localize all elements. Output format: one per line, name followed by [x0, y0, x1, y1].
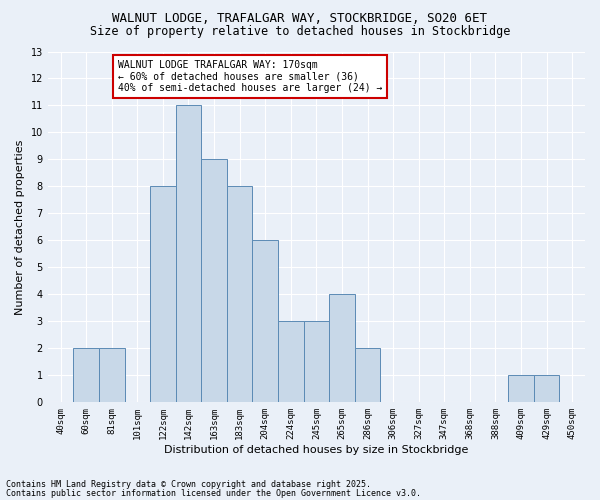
- Text: WALNUT LODGE TRAFALGAR WAY: 170sqm
← 60% of detached houses are smaller (36)
40%: WALNUT LODGE TRAFALGAR WAY: 170sqm ← 60%…: [118, 60, 382, 94]
- Text: WALNUT LODGE, TRAFALGAR WAY, STOCKBRIDGE, SO20 6ET: WALNUT LODGE, TRAFALGAR WAY, STOCKBRIDGE…: [113, 12, 487, 26]
- Bar: [304, 322, 329, 402]
- Bar: [201, 160, 227, 402]
- Bar: [355, 348, 380, 403]
- Bar: [329, 294, 355, 403]
- Bar: [150, 186, 176, 402]
- Bar: [99, 348, 125, 403]
- Bar: [227, 186, 253, 402]
- Bar: [73, 348, 99, 403]
- Text: Contains public sector information licensed under the Open Government Licence v3: Contains public sector information licen…: [6, 488, 421, 498]
- Text: Size of property relative to detached houses in Stockbridge: Size of property relative to detached ho…: [90, 25, 510, 38]
- Bar: [253, 240, 278, 402]
- Y-axis label: Number of detached properties: Number of detached properties: [15, 139, 25, 314]
- Bar: [176, 106, 201, 403]
- Bar: [534, 376, 559, 402]
- X-axis label: Distribution of detached houses by size in Stockbridge: Distribution of detached houses by size …: [164, 445, 469, 455]
- Bar: [278, 322, 304, 402]
- Bar: [508, 376, 534, 402]
- Text: Contains HM Land Registry data © Crown copyright and database right 2025.: Contains HM Land Registry data © Crown c…: [6, 480, 371, 489]
